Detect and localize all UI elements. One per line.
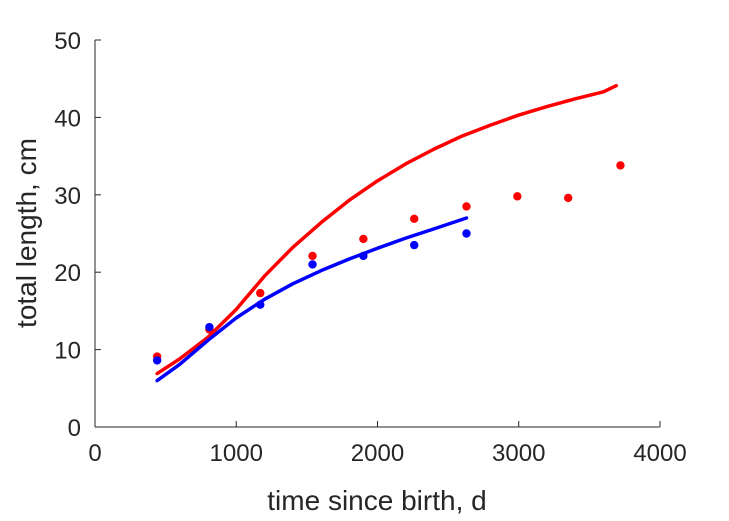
series-layer [152,83,625,383]
y-tick-label: 30 [54,183,81,210]
series-line [155,216,469,383]
y-tick-label: 50 [54,28,81,55]
x-tick-label: 4000 [633,440,686,467]
data-point [256,300,265,309]
x-tick-label: 1000 [210,440,263,467]
data-point [152,356,162,365]
x-tick-label: 3000 [492,440,545,467]
data-point [205,322,214,332]
data-point [308,251,317,261]
data-point [308,260,317,269]
y-tick-label: 20 [54,260,81,287]
ticks: 0 1000 2000 3000 4000 0 10 20 30 40 50 [54,28,686,467]
x-axis-label: time since birth, d [267,485,486,516]
x-tick-label: 0 [88,440,101,467]
y-tick-label: 40 [54,105,81,132]
y-axis-label: total length, cm [11,138,42,328]
data-point [563,193,573,203]
series-line [155,83,618,376]
data-point [410,240,419,250]
y-tick-label: 10 [54,338,81,365]
y-tick-label: 0 [68,415,81,442]
x-tick-label: 2000 [351,440,404,467]
data-point [256,288,265,298]
data-point [359,234,368,244]
data-point [359,251,368,261]
data-point [462,202,471,211]
data-point [462,229,471,238]
data-point [410,214,419,223]
data-point [616,161,625,170]
data-point [513,192,522,201]
